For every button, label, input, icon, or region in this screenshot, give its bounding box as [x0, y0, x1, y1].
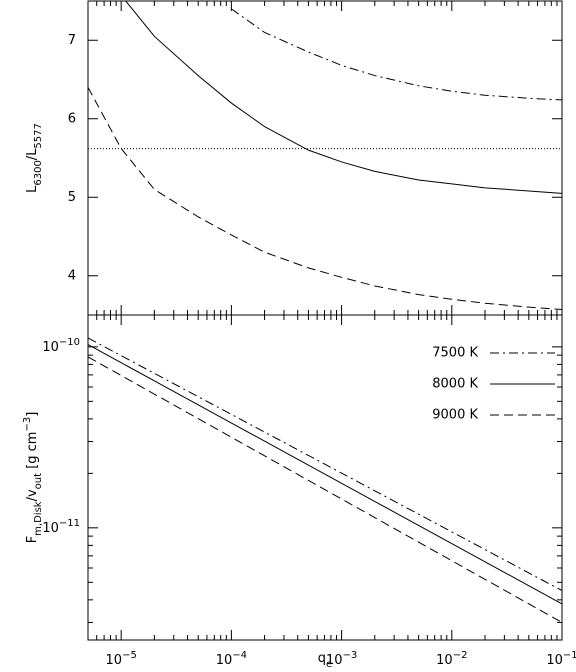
y-axis-label: L6300/L5577 — [25, 123, 44, 193]
series-line — [231, 8, 562, 101]
legend-label: 9000 K — [432, 408, 478, 423]
label-part: ] — [25, 412, 40, 417]
label-part: 5577 — [33, 123, 44, 148]
x-tick-label: 10−1 — [546, 650, 576, 668]
label-part: /L — [25, 148, 40, 160]
label-part: m,Disk — [33, 501, 44, 536]
legend-label: 8000 K — [432, 377, 478, 392]
series-line — [88, 356, 562, 623]
plot-area — [88, 337, 562, 623]
label-part: 6300 — [33, 160, 44, 185]
tick-exp: −2 — [453, 650, 468, 661]
label-part: F — [25, 536, 40, 543]
y-axis-label: Fm,Disk/vout [g cm−3] — [22, 412, 44, 544]
tick-base: 10 — [42, 339, 59, 354]
tick-exp: −5 — [122, 650, 137, 661]
x-tick-label: 10−2 — [436, 650, 467, 668]
y-tick-label: 7 — [68, 33, 76, 48]
tick-base: 10 — [436, 653, 453, 668]
series-line — [88, 87, 562, 311]
y-tick-label: 10−11 — [42, 517, 80, 535]
tick-base: 10 — [326, 653, 343, 668]
tick-base: 10 — [546, 653, 563, 668]
series-line — [125, 1, 562, 194]
legend-label: 7500 K — [432, 346, 478, 361]
x-tick-label: 10−5 — [106, 650, 137, 668]
x-axis-label: qe — [318, 651, 332, 670]
x-tick-label: 10−4 — [216, 650, 247, 668]
y-tick-label: 5 — [68, 190, 76, 205]
tick-exp: −1 — [563, 650, 576, 661]
plot-frame — [87, 314, 563, 641]
tick-base: 10 — [106, 653, 123, 668]
tick-base: 10 — [42, 520, 59, 535]
plot-frame — [87, 0, 563, 316]
tick-base: 10 — [216, 653, 233, 668]
tick-exp: −11 — [59, 517, 80, 528]
label-part: e — [326, 659, 332, 670]
series-line — [88, 337, 562, 592]
plot-area — [88, 1, 562, 311]
tick-exp: −4 — [232, 650, 247, 661]
tick-exp: −3 — [342, 650, 357, 661]
y-tick-label: 6 — [68, 111, 76, 126]
series-line — [88, 344, 562, 605]
label-part: [g cm — [25, 432, 40, 473]
tick-exp: −10 — [59, 336, 80, 347]
x-tick-label: 10−3 — [326, 650, 357, 668]
label-part: q — [318, 651, 326, 666]
label-part: L — [25, 185, 40, 193]
y-tick-label: 10−10 — [42, 336, 80, 354]
label-part: out — [33, 473, 44, 489]
y-tick-label: 4 — [68, 268, 76, 283]
label-part: −3 — [22, 417, 33, 432]
label-part: /v — [25, 489, 40, 501]
